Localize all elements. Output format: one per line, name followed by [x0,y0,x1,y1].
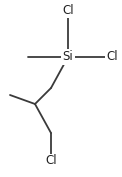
Text: Cl: Cl [45,155,57,167]
Text: Cl: Cl [62,4,74,18]
Text: Cl: Cl [106,50,118,64]
Text: Si: Si [63,50,73,64]
